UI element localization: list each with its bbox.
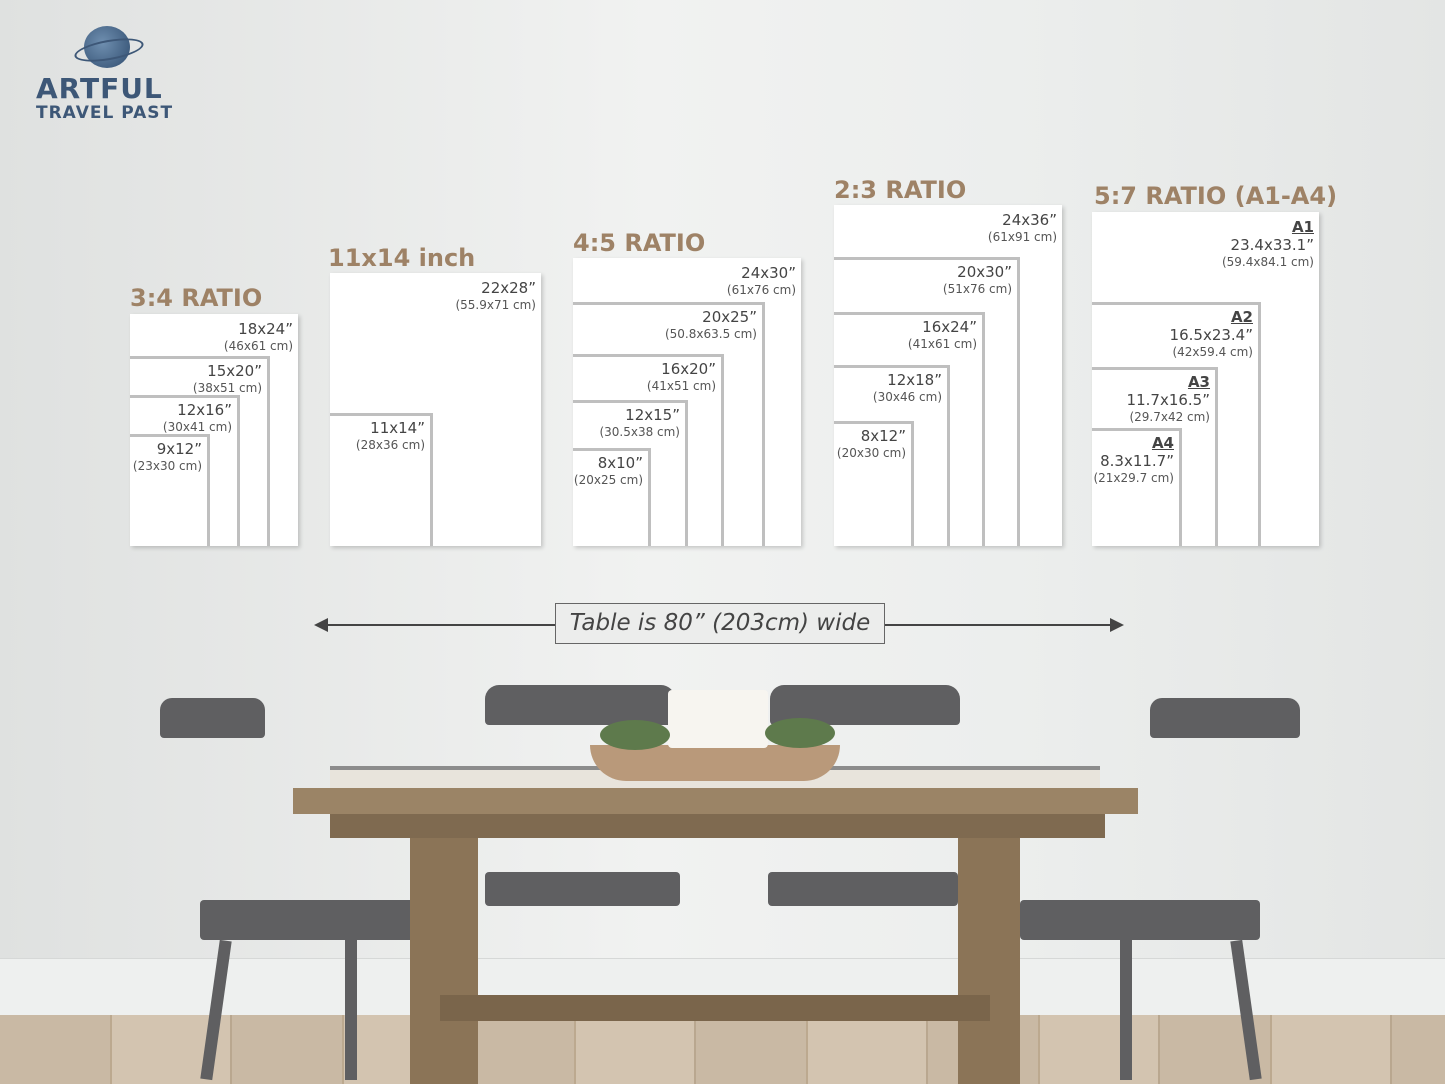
logo-line2: TRAVEL PAST (36, 103, 174, 123)
size-label: 20x30” (51x76 cm) (943, 263, 1012, 297)
paper-size: A4 (1151, 434, 1174, 452)
table-width-label: Table is 80” (203cm) wide (555, 603, 885, 644)
size-cm: (20x30 cm) (836, 446, 906, 460)
size-label: 8x12” (20x30 cm) (837, 427, 906, 461)
size-inches: 18x24” (238, 320, 293, 338)
size-label: 12x18” (30x46 cm) (873, 371, 942, 405)
size-inches: 20x25” (702, 308, 757, 326)
width-arrow-right (885, 624, 1113, 626)
wood-floor (0, 1015, 1445, 1084)
size-inches: 12x15” (625, 406, 680, 424)
size-inches: 9x12” (156, 440, 202, 458)
size-inches: 8x12” (860, 427, 906, 445)
size-inches: 8x10” (597, 454, 643, 472)
size-label: 8x10” (20x25 cm) (574, 454, 643, 488)
size-label: 22x28” (55.9x71 cm) (455, 279, 536, 313)
paper-size: A2 (1230, 308, 1253, 326)
size-label: 16x20” (41x51 cm) (647, 360, 716, 394)
size-label: 18x24” (46x61 cm) (224, 320, 293, 354)
size-label: A2 16.5x23.4” (42x59.4 cm) (1170, 308, 1253, 360)
width-arrow-left (325, 624, 555, 626)
size-cm: (50.8x63.5 cm) (664, 327, 757, 341)
size-inches: 8.3x11.7” (1100, 452, 1174, 470)
size-cm: (41x51 cm) (646, 379, 716, 393)
size-inches: 24x30” (741, 264, 796, 282)
size-cm: (30x46 cm) (872, 390, 942, 404)
size-cm: (38x51 cm) (192, 381, 262, 395)
size-label: A3 11.7x16.5” (29.7x42 cm) (1127, 373, 1210, 425)
size-cm: (59.4x84.1 cm) (1221, 255, 1314, 269)
size-inches: 22x28” (481, 279, 536, 297)
size-cm: (28x36 cm) (355, 438, 425, 452)
size-inches: 15x20” (207, 362, 262, 380)
print-size-frame: 8x12” (20x30 cm) (834, 421, 914, 546)
size-cm: (21x29.7 cm) (1093, 471, 1174, 485)
size-cm: (55.9x71 cm) (455, 298, 536, 312)
size-inches: 24x36” (1002, 211, 1057, 229)
size-label: 11x14” (28x36 cm) (356, 419, 425, 453)
size-inches: 16.5x23.4” (1169, 326, 1253, 344)
size-cm: (41x61 cm) (907, 337, 977, 351)
size-cm: (23x30 cm) (132, 459, 202, 473)
size-inches: 16x20” (661, 360, 716, 378)
size-label: 12x16” (30x41 cm) (163, 401, 232, 435)
print-size-frame: 9x12” (23x30 cm) (130, 434, 210, 546)
size-label: A4 8.3x11.7” (21x29.7 cm) (1093, 434, 1174, 486)
globe-icon (84, 26, 130, 68)
size-inches: 23.4x33.1” (1230, 236, 1314, 254)
print-size-frame: A4 8.3x11.7” (21x29.7 cm) (1092, 428, 1182, 546)
size-label: 16x24” (41x61 cm) (908, 318, 977, 352)
size-cm: (30x41 cm) (162, 420, 232, 434)
size-cm: (29.7x42 cm) (1129, 410, 1210, 424)
size-cm: (30.5x38 cm) (599, 425, 680, 439)
group-title: 3:4 RATIO (130, 284, 263, 312)
size-cm: (46x61 cm) (223, 339, 293, 353)
size-label: 24x30” (61x76 cm) (727, 264, 796, 298)
size-label: 24x36” (61x91 cm) (988, 211, 1057, 245)
size-label: 15x20” (38x51 cm) (193, 362, 262, 396)
arrow-head-right-icon (1110, 618, 1124, 632)
size-inches: 11.7x16.5” (1126, 391, 1210, 409)
group-title: 4:5 RATIO (573, 229, 706, 257)
size-inches: 12x16” (177, 401, 232, 419)
group-title: 5:7 RATIO (A1-A4) (1094, 182, 1338, 210)
size-cm: (61x91 cm) (987, 230, 1057, 244)
print-size-frame: 8x10” (20x25 cm) (573, 448, 651, 546)
size-cm: (42x59.4 cm) (1172, 345, 1253, 359)
logo: ARTFUL TRAVEL PAST (36, 26, 196, 122)
print-size-frame: 11x14” (28x36 cm) (330, 413, 433, 546)
size-cm: (51x76 cm) (942, 282, 1012, 296)
arrow-head-left-icon (314, 618, 328, 632)
size-label: 12x15” (30.5x38 cm) (599, 406, 680, 440)
group-title: 11x14 inch (328, 244, 476, 272)
size-inches: 20x30” (957, 263, 1012, 281)
size-cm: (20x25 cm) (573, 473, 643, 487)
group-title: 2:3 RATIO (834, 176, 967, 204)
size-inches: 12x18” (887, 371, 942, 389)
paper-size: A1 (1291, 218, 1314, 236)
size-label: 9x12” (23x30 cm) (133, 440, 202, 474)
paper-size: A3 (1187, 373, 1210, 391)
size-label: A1 23.4x33.1” (59.4x84.1 cm) (1222, 218, 1314, 270)
logo-line1: ARTFUL (36, 72, 163, 105)
size-label: 20x25” (50.8x63.5 cm) (665, 308, 757, 342)
size-cm: (61x76 cm) (726, 283, 796, 297)
size-inches: 16x24” (922, 318, 977, 336)
size-inches: 11x14” (370, 419, 425, 437)
